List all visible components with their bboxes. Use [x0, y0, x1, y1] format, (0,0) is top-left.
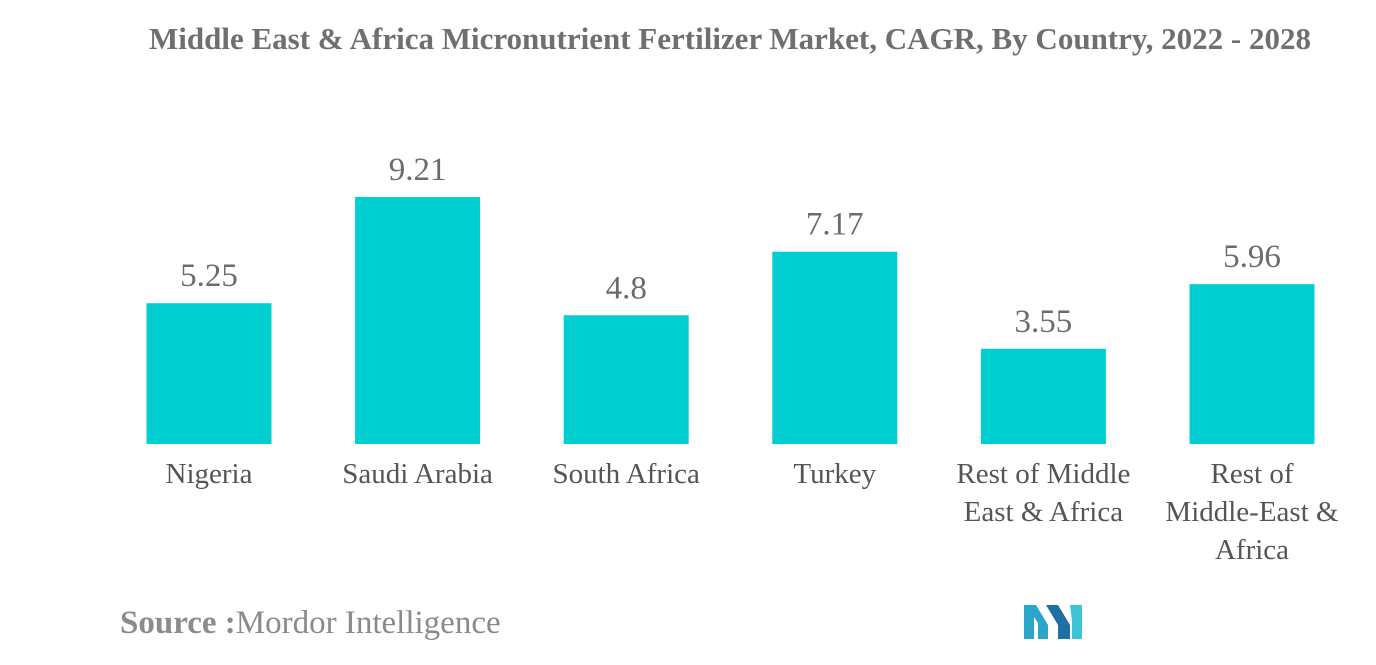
category-label: Turkey: [793, 458, 877, 490]
bar-6: [1189, 284, 1315, 444]
category-label: Rest of Middle-East & Africa: [1165, 458, 1339, 566]
bar-value-label: 9.21: [389, 152, 447, 188]
bar-5: [980, 348, 1106, 444]
category-label: Saudi Arabia: [342, 458, 493, 490]
bar-4: [772, 251, 898, 444]
source-credit: Source :Mordor Intelligence: [120, 605, 501, 642]
bar-value-label: 5.96: [1223, 239, 1281, 275]
bar-value-label: 5.25: [180, 258, 238, 294]
mordor-intelligence-logo-icon: [1024, 605, 1082, 639]
category-label: Rest of Middle East & Africa: [956, 458, 1131, 528]
bar-1: [146, 303, 272, 444]
category-label: South Africa: [552, 458, 700, 490]
source-label: Source :: [120, 605, 236, 641]
bar-2: [355, 197, 481, 444]
chart-title: Middle East & Africa Micronutrient Ferti…: [148, 21, 1311, 56]
category-label: Nigeria: [165, 458, 253, 490]
bar-3: [563, 315, 689, 444]
bar-value-label: 7.17: [806, 207, 864, 243]
bar-value-label: 3.55: [1015, 304, 1073, 340]
source-name: Mordor Intelligence: [235, 605, 501, 641]
bar-value-label: 4.8: [606, 270, 647, 306]
